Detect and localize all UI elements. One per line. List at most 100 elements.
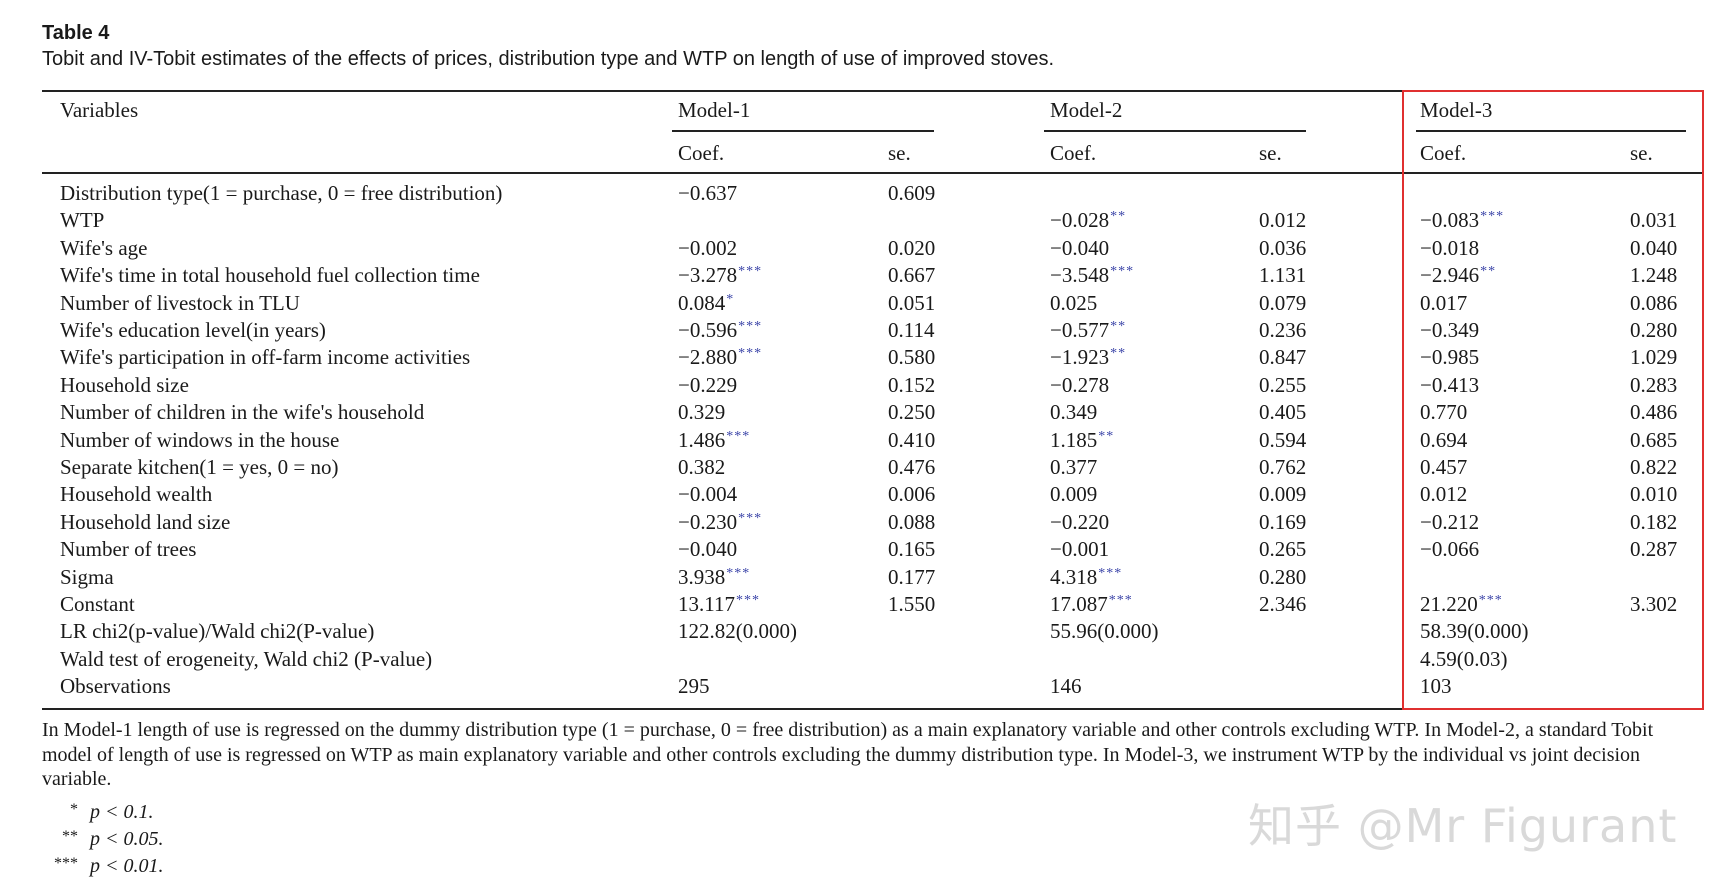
table-cell: 2.346	[1259, 591, 1306, 618]
cell-value: 0.088	[888, 509, 936, 534]
cell-value: 0.086	[1630, 290, 1678, 315]
cell-value: Wife's education level(in years)	[60, 318, 326, 342]
table-cell: 0.580	[888, 344, 935, 371]
table-cell: 103	[1420, 673, 1453, 700]
table-cell: 1.131	[1259, 262, 1306, 289]
table-cell: 0.594	[1259, 427, 1306, 454]
table-cell: 0.694	[1420, 427, 1468, 454]
table-cell: 0.031	[1630, 207, 1677, 234]
table-cell: −0.002	[678, 235, 738, 262]
table-cell: −2.946**	[1420, 262, 1496, 289]
cell-value: 0.031	[1630, 208, 1678, 233]
significance-text: p < 0.01.	[90, 855, 164, 877]
table-cell	[1050, 646, 1051, 673]
cell-value: LR chi2(p-value)/Wald chi2(P-value)	[60, 619, 375, 644]
cell-value: −0.637	[678, 181, 738, 205]
top-rule	[42, 90, 1702, 92]
cell-value: Number of trees	[60, 537, 197, 562]
cell-value: −0.596	[678, 318, 738, 342]
variable-name: Number of trees	[60, 536, 196, 563]
table-cell: 0.382	[678, 454, 726, 481]
table-cell: 0.182	[1630, 509, 1677, 536]
table-cell: 3.938***	[678, 564, 750, 591]
table-cell: 0.822	[1630, 454, 1677, 481]
cell-value: 0.283	[1630, 372, 1678, 397]
table-cell: −3.548***	[1050, 262, 1134, 289]
variable-name: Number of livestock in TLU	[60, 290, 300, 317]
table-cell: 0.017	[1420, 290, 1468, 317]
cell-value: −0.278	[1050, 372, 1110, 397]
significance-stars: ***	[735, 593, 760, 608]
table-cell: −0.040	[678, 536, 738, 563]
cell-value: −0.040	[678, 537, 738, 562]
variable-name: LR chi2(p-value)/Wald chi2(P-value)	[60, 618, 374, 645]
table-cell: 0.086	[1630, 290, 1677, 317]
variable-name: WTP	[60, 207, 104, 234]
table-caption: Tobit and IV-Tobit estimates of the effe…	[42, 48, 1055, 70]
table-header-block: Table 4 Tobit and IV-Tobit estimates of …	[42, 20, 1702, 72]
table-cell: 0.036	[1259, 235, 1306, 262]
cell-value: −3.278	[678, 263, 738, 288]
cell-value: 0.770	[1420, 400, 1468, 425]
header-coef-3: Coef.	[1420, 141, 1467, 165]
variable-name: Household size	[60, 372, 189, 399]
cell-value: Household land size	[60, 509, 231, 534]
table-cell: 0.025	[1050, 290, 1098, 317]
cell-value: 0.040	[1630, 235, 1678, 260]
significance-stars: ***	[1108, 593, 1133, 608]
table-cell: 3.302	[1630, 591, 1677, 618]
significance-3: *** p < 0.01.	[38, 854, 164, 881]
table-cell: 0.349	[1050, 399, 1098, 426]
cell-value: 0.847	[1259, 345, 1307, 370]
cell-value: 0.382	[678, 455, 726, 479]
header-model-2: Model-2	[1050, 98, 1123, 122]
table-cell: 0.009	[1050, 481, 1098, 508]
variable-name: Distribution type(1 = purchase, 0 = free…	[60, 180, 502, 207]
table-cell: −0.028**	[1050, 207, 1126, 234]
table-cell: 1.550	[888, 591, 935, 618]
variable-name: Number of windows in the house	[60, 427, 339, 454]
variable-name: Constant	[60, 591, 135, 618]
table-cell: −0.066	[1420, 536, 1480, 563]
cell-value: −0.004	[678, 482, 738, 507]
significance-stars: ***	[1480, 209, 1505, 225]
table-cell: 0.405	[1259, 399, 1306, 426]
significance-mark: **	[62, 828, 78, 845]
table-cell: 0.770	[1420, 399, 1468, 426]
cell-value: 0.349	[1050, 400, 1098, 425]
cell-value: −0.066	[1420, 537, 1480, 562]
significance-stars: ***	[738, 510, 763, 526]
table-cell: 0.114	[888, 317, 934, 344]
table-cell: 0.012	[1420, 481, 1468, 508]
cell-value: 0.182	[1630, 509, 1678, 534]
cell-value: 0.025	[1050, 290, 1098, 315]
cell-value: −0.001	[1050, 537, 1110, 562]
table-cell: −0.083***	[1420, 207, 1504, 234]
cell-value: 0.036	[1259, 235, 1307, 260]
table-cell: 0.020	[888, 235, 935, 262]
cell-value: 0.006	[888, 482, 936, 507]
table-cell: 0.476	[888, 454, 935, 481]
table-cell: −0.018	[1420, 235, 1480, 262]
table-cell: 21.220***	[1420, 591, 1503, 618]
table-cell: −0.596***	[678, 317, 762, 344]
cell-value: 0.169	[1259, 509, 1307, 534]
significance-stars: **	[1110, 209, 1127, 225]
cell-value: Wife's participation in off-farm income …	[60, 345, 471, 370]
cell-value: 0.609	[888, 181, 936, 205]
table-cell	[678, 646, 679, 673]
cell-value: Wife's age	[60, 235, 148, 260]
variable-name: Observations	[60, 673, 171, 700]
cell-value: Constant	[60, 592, 135, 616]
variable-name: Wife's education level(in years)	[60, 317, 326, 344]
cell-value: Sigma	[60, 564, 114, 589]
cell-value: Number of children in the wife's househo…	[60, 400, 425, 425]
table-cell: −0.212	[1420, 509, 1480, 536]
table-cell: 0.255	[1259, 372, 1306, 399]
cell-value: 4.59(0.03)	[1420, 646, 1508, 671]
significance-stars: **	[1110, 319, 1127, 334]
cell-value: Distribution type(1 = purchase, 0 = free…	[60, 181, 503, 205]
cell-value: WTP	[60, 208, 105, 233]
cell-value: 3.302	[1630, 592, 1678, 616]
cell-value: −0.577	[1050, 318, 1110, 342]
